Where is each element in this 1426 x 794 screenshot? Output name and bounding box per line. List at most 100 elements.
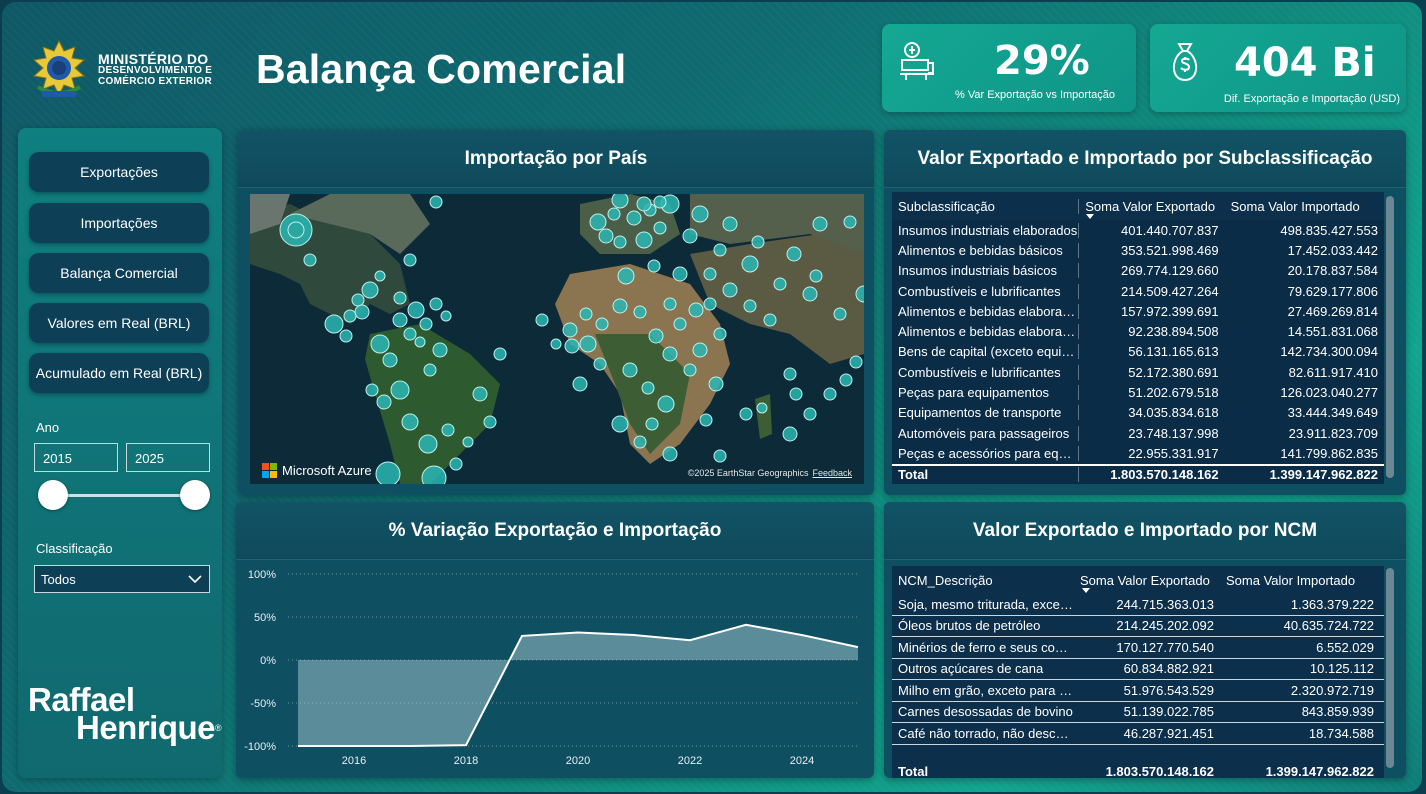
country-bubble[interactable]: [636, 196, 652, 212]
country-bubble[interactable]: [662, 446, 678, 462]
country-bubble[interactable]: [550, 338, 562, 350]
country-bubble[interactable]: [564, 338, 580, 354]
country-bubble[interactable]: [483, 415, 497, 429]
country-bubble[interactable]: [692, 342, 708, 358]
country-bubble[interactable]: [449, 457, 463, 471]
country-bubble[interactable]: [688, 302, 704, 318]
country-bubble[interactable]: [739, 407, 753, 421]
country-bubble[interactable]: [703, 297, 717, 311]
country-bubble[interactable]: [365, 383, 379, 397]
country-bubble[interactable]: [392, 312, 408, 328]
country-bubble[interactable]: [414, 336, 426, 348]
country-bubble[interactable]: [672, 266, 688, 282]
country-bubble[interactable]: [572, 376, 588, 392]
nav-balanca-button[interactable]: Balança Comercial: [29, 253, 209, 293]
country-bubble[interactable]: [809, 269, 823, 283]
country-bubble[interactable]: [598, 228, 614, 244]
table-row[interactable]: Óleos brutos de petróleo 214.245.202.092 4…: [892, 616, 1384, 637]
country-bubble[interactable]: [403, 253, 417, 267]
country-bubble[interactable]: [743, 299, 757, 313]
country-bubble[interactable]: [641, 381, 655, 395]
table-row[interactable]: Alimentos e bebidas básicos 353.521.998.4…: [892, 240, 1384, 261]
country-bubble[interactable]: [287, 221, 305, 239]
country-bubble[interactable]: [713, 327, 727, 341]
country-bubble[interactable]: [626, 210, 642, 226]
year-slider-start-handle[interactable]: [38, 480, 68, 510]
table-row[interactable]: Soja, mesmo triturada, exceto para semea…: [892, 594, 1384, 616]
country-bubble[interactable]: [653, 221, 667, 235]
year-from-input[interactable]: 2015: [34, 443, 118, 472]
country-bubble[interactable]: [370, 334, 390, 354]
country-bubble[interactable]: [376, 394, 392, 410]
country-bubble[interactable]: [361, 281, 379, 299]
variation-area[interactable]: [298, 624, 858, 746]
table-row[interactable]: Bens de capital (exceto equipamentos) 56.…: [892, 341, 1384, 363]
country-bubble[interactable]: [839, 373, 853, 387]
country-bubble[interactable]: [751, 235, 765, 249]
table-scrollbar[interactable]: [1386, 568, 1394, 768]
country-bubble[interactable]: [789, 387, 803, 401]
country-bubble[interactable]: [579, 307, 593, 321]
country-bubble[interactable]: [653, 195, 667, 209]
table-row[interactable]: Outros açúcares de cana 60.834.882.921 10.…: [892, 659, 1384, 680]
table-row[interactable]: Combustíveis e lubrificantes 52.172.380.6…: [892, 362, 1384, 383]
country-bubble[interactable]: [647, 259, 661, 273]
country-bubble[interactable]: [418, 434, 438, 454]
country-bubble[interactable]: [713, 243, 727, 257]
country-bubble[interactable]: [440, 310, 452, 322]
country-bubble[interactable]: [462, 436, 474, 448]
country-bubble[interactable]: [423, 363, 437, 377]
country-bubble[interactable]: [683, 363, 697, 377]
country-bubble[interactable]: [493, 347, 507, 361]
country-bubble[interactable]: [722, 216, 738, 232]
country-bubble[interactable]: [673, 317, 687, 331]
country-bubble[interactable]: [403, 327, 417, 341]
country-bubble[interactable]: [375, 461, 401, 484]
country-bubble[interactable]: [607, 207, 621, 221]
country-bubble[interactable]: [782, 426, 798, 442]
country-bubble[interactable]: [633, 435, 647, 449]
table-row[interactable]: Peças para equipamentos 51.202.679.518 126…: [892, 382, 1384, 403]
variation-chart[interactable]: 100% 50% 0% -50% -100% 2016 2018 2020 2022 2024: [236, 560, 874, 778]
nav-acumulado-real-button[interactable]: Acumulado em Real (BRL): [29, 353, 209, 393]
country-bubble[interactable]: [648, 328, 664, 344]
table-row[interactable]: Peças e acessórios para equipamentos 22.9…: [892, 443, 1384, 464]
country-bubble[interactable]: [803, 407, 817, 421]
country-bubble[interactable]: [756, 402, 768, 414]
country-bubble[interactable]: [633, 305, 647, 319]
country-bubble[interactable]: [657, 395, 675, 413]
country-bubble[interactable]: [579, 335, 597, 353]
country-bubble[interactable]: [802, 286, 818, 302]
country-bubble[interactable]: [595, 317, 609, 331]
country-bubble[interactable]: [612, 298, 628, 314]
country-bubble[interactable]: [472, 386, 488, 402]
country-bubble[interactable]: [393, 291, 407, 305]
country-bubble[interactable]: [429, 297, 443, 311]
country-bubble[interactable]: [339, 329, 353, 343]
year-slider-track[interactable]: [54, 494, 194, 497]
table-row[interactable]: Carnes desossadas de bovino 51.139.022.78…: [892, 702, 1384, 723]
column-header[interactable]: Soma Valor Importado: [1230, 198, 1360, 214]
table-row[interactable]: Insumos industriais básicos 269.774.129.6…: [892, 260, 1384, 281]
table-row[interactable]: Automóveis para passageiros 23.748.137.99…: [892, 422, 1384, 444]
country-bubble[interactable]: [786, 246, 802, 262]
table-row[interactable]: Minérios de ferro e seus concentrados 170…: [892, 637, 1384, 659]
country-bubble[interactable]: [645, 417, 659, 431]
classification-dropdown[interactable]: Todos: [34, 565, 210, 593]
country-bubble[interactable]: [635, 231, 653, 249]
country-bubble[interactable]: [823, 387, 837, 401]
country-bubble[interactable]: [390, 380, 410, 400]
country-bubble[interactable]: [855, 285, 864, 303]
nav-importacoes-button[interactable]: Importações: [29, 203, 209, 243]
table-row[interactable]: Alimentos e bebidas elaborados 157.972.39…: [892, 301, 1384, 322]
country-bubble[interactable]: [593, 357, 607, 371]
country-bubble[interactable]: [562, 322, 578, 338]
country-bubble[interactable]: [843, 215, 857, 229]
country-bubble[interactable]: [722, 282, 738, 298]
column-header-sorted[interactable]: Soma Valor Exportado: [1085, 198, 1216, 214]
country-bubble[interactable]: [303, 253, 317, 267]
country-bubble[interactable]: [374, 270, 386, 282]
country-bubble[interactable]: [401, 413, 419, 431]
column-header-sorted[interactable]: Soma Valor Exportado: [1080, 572, 1210, 588]
country-bubble[interactable]: [682, 228, 698, 244]
